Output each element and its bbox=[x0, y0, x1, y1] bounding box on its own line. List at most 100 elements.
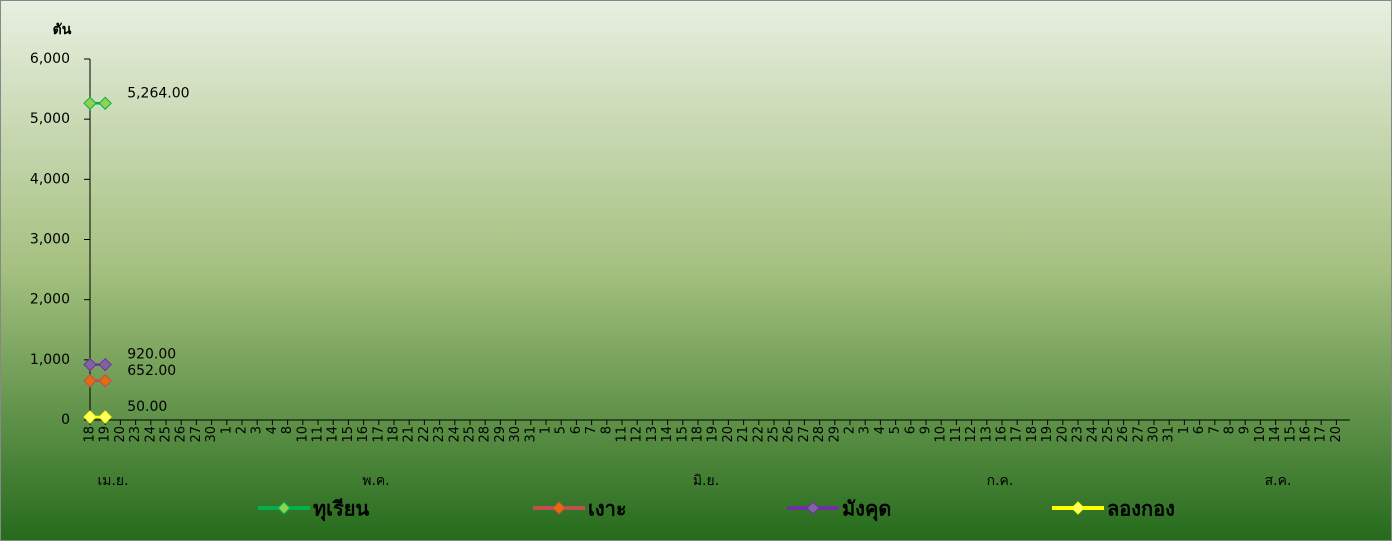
legend-marker bbox=[277, 501, 291, 515]
x-tick-label: 30 bbox=[204, 426, 219, 443]
x-tick-label: 26 bbox=[782, 426, 797, 443]
x-tick-label: 6 bbox=[903, 426, 918, 434]
x-tick-label: 1 bbox=[539, 426, 554, 434]
x-tick-label: 15 bbox=[675, 426, 690, 443]
x-tick-label: 7 bbox=[1207, 426, 1222, 434]
x-group-label: ก.ค. bbox=[987, 473, 1014, 489]
x-tick-label: 19 bbox=[98, 426, 113, 443]
x-tick-label: 19 bbox=[1040, 426, 1055, 443]
x-tick-label: 27 bbox=[189, 426, 204, 443]
x-tick-label: 13 bbox=[645, 426, 660, 443]
x-group-label: พ.ค. bbox=[362, 473, 390, 489]
x-tick-label: 20 bbox=[721, 426, 736, 443]
x-tick-label: 16 bbox=[356, 426, 371, 443]
x-tick-label: 23 bbox=[1071, 426, 1086, 443]
x-tick-label: 20 bbox=[113, 426, 128, 443]
x-tick-label: 7 bbox=[584, 426, 599, 434]
x-tick-label: 5 bbox=[554, 426, 569, 434]
y-tick-label: 0 bbox=[61, 412, 70, 428]
marker bbox=[83, 410, 97, 424]
x-tick-label: 25 bbox=[767, 426, 782, 443]
x-tick-label: 24 bbox=[1086, 426, 1101, 443]
x-tick-label: 29 bbox=[827, 426, 842, 443]
marker bbox=[98, 374, 112, 388]
marker bbox=[83, 374, 97, 388]
x-tick-label: 31 bbox=[523, 426, 538, 443]
x-tick-label: 18 bbox=[1025, 426, 1040, 443]
x-tick-label: 28 bbox=[478, 426, 493, 443]
x-tick-label: 29 bbox=[493, 426, 508, 443]
x-tick-label: 15 bbox=[1283, 426, 1298, 443]
x-tick-label: 30 bbox=[1147, 426, 1162, 443]
x-tick-label: 24 bbox=[447, 426, 462, 443]
x-tick-label: 17 bbox=[371, 426, 386, 443]
x-tick-label: 14 bbox=[326, 426, 341, 443]
x-tick-label: 19 bbox=[706, 426, 721, 443]
x-tick-label: 4 bbox=[265, 426, 280, 434]
x-tick-label: 15 bbox=[341, 426, 356, 443]
x-tick-label: 8 bbox=[599, 426, 614, 434]
x-tick-label: 25 bbox=[463, 426, 478, 443]
x-tick-label: 27 bbox=[797, 426, 812, 443]
x-tick-label: 21 bbox=[402, 426, 417, 443]
x-tick-label: 25 bbox=[159, 426, 174, 443]
x-tick-label: 12 bbox=[964, 426, 979, 443]
x-group-label: เม.ย. bbox=[97, 473, 128, 489]
marker bbox=[83, 96, 97, 110]
x-tick-label: 21 bbox=[736, 426, 751, 443]
x-tick-label: 1 bbox=[1177, 426, 1192, 434]
marker bbox=[98, 410, 112, 424]
x-tick-label: 26 bbox=[174, 426, 189, 443]
x-tick-label: 3 bbox=[250, 426, 265, 434]
x-tick-label: 4 bbox=[873, 426, 888, 434]
y-tick-label: 3,000 bbox=[30, 232, 70, 248]
x-tick-label: 24 bbox=[143, 426, 158, 443]
x-tick-label: 10 bbox=[1253, 426, 1268, 443]
x-tick-label: 30 bbox=[508, 426, 523, 443]
legend-label: เงาะ bbox=[588, 497, 627, 521]
y-tick-label: 2,000 bbox=[30, 292, 70, 308]
x-tick-label: 1 bbox=[219, 426, 234, 434]
x-tick-label: 10 bbox=[934, 426, 949, 443]
y-tick-label: 4,000 bbox=[30, 171, 70, 187]
x-tick-label: 27 bbox=[1131, 426, 1146, 443]
x-tick-label: 8 bbox=[1223, 426, 1238, 434]
x-tick-label: 11 bbox=[615, 426, 630, 443]
marker bbox=[98, 96, 112, 110]
x-tick-label: 11 bbox=[949, 426, 964, 443]
x-tick-label: 3 bbox=[858, 426, 873, 434]
x-tick-label: 13 bbox=[979, 426, 994, 443]
x-tick-label: 31 bbox=[1162, 426, 1177, 443]
x-tick-label: 11 bbox=[311, 426, 326, 443]
legend-label: มังคุด bbox=[842, 497, 891, 522]
x-tick-label: 8 bbox=[280, 426, 295, 434]
x-tick-label: 18 bbox=[387, 426, 402, 443]
x-tick-label: 23 bbox=[128, 426, 143, 443]
marker bbox=[98, 357, 112, 372]
data-label: 652.00 bbox=[127, 363, 176, 379]
y-axis-label: ตัน bbox=[53, 22, 72, 38]
x-tick-label: 28 bbox=[812, 426, 827, 443]
x-tick-label: 2 bbox=[235, 426, 250, 434]
x-tick-label: 9 bbox=[919, 426, 934, 434]
x-tick-label: 12 bbox=[630, 426, 645, 443]
legend-label: ลองกอง bbox=[1107, 497, 1175, 521]
x-tick-label: 22 bbox=[751, 426, 766, 443]
x-tick-label: 5 bbox=[888, 426, 903, 434]
data-label: 5,264.00 bbox=[127, 85, 189, 101]
y-tick-label: 5,000 bbox=[30, 111, 70, 127]
data-label: 920.00 bbox=[127, 347, 176, 363]
x-tick-label: 17 bbox=[1314, 426, 1329, 443]
x-tick-label: 10 bbox=[295, 426, 310, 443]
x-tick-label: 20 bbox=[1055, 426, 1070, 443]
x-tick-label: 18 bbox=[83, 426, 98, 443]
legend-label: ทุเรียน bbox=[313, 497, 369, 522]
x-tick-label: 17 bbox=[1010, 426, 1025, 443]
y-tick-label: 6,000 bbox=[30, 51, 70, 67]
x-tick-label: 23 bbox=[432, 426, 447, 443]
x-tick-label: 18 bbox=[691, 426, 706, 443]
x-tick-label: 14 bbox=[660, 426, 675, 443]
x-tick-label: 6 bbox=[569, 426, 584, 434]
x-tick-label: 9 bbox=[1238, 426, 1253, 434]
